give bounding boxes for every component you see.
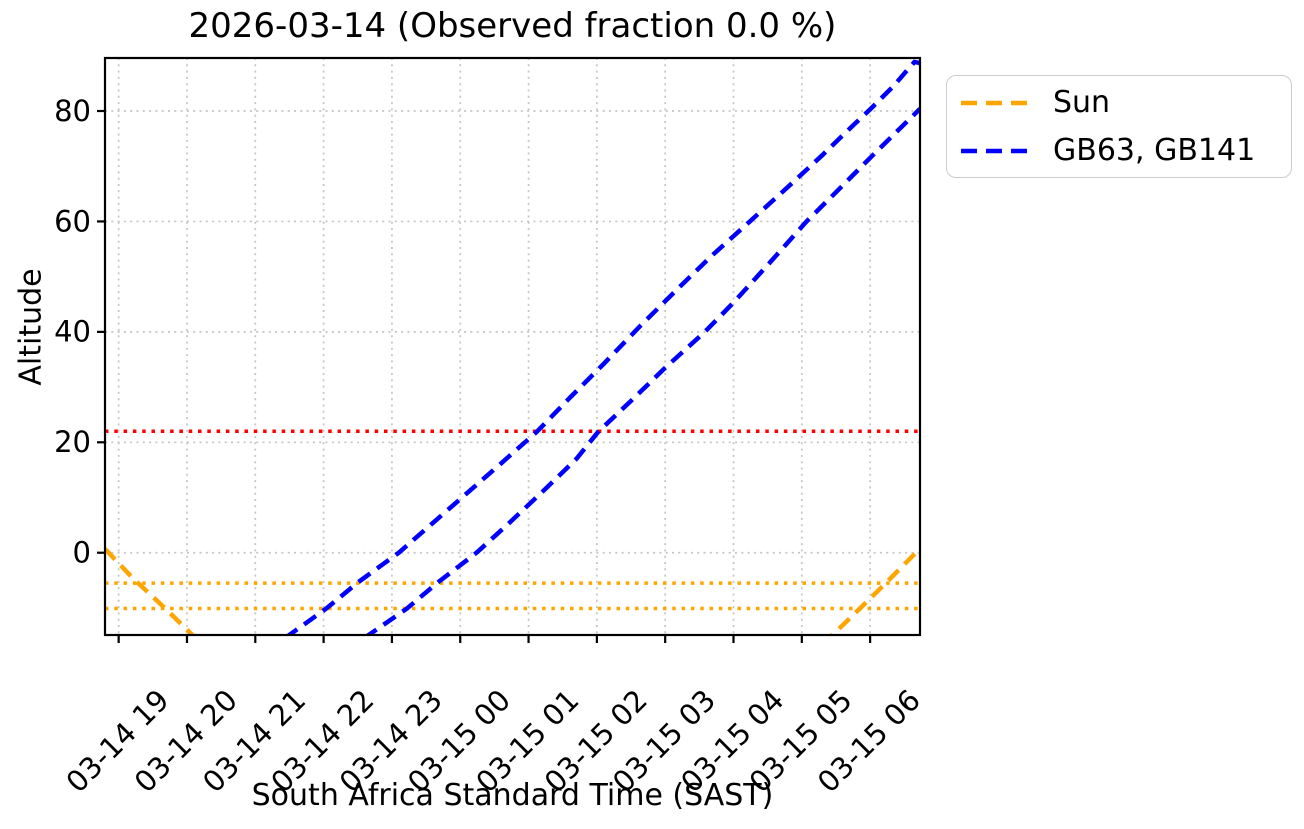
y-tick-label: 0 (73, 536, 91, 570)
legend-entry-sun: Sun (959, 84, 1281, 120)
y-tick-label: 80 (54, 94, 91, 128)
legend-label-targets: GB63, GB141 (1053, 132, 1256, 168)
series-line-sun (829, 547, 920, 635)
legend: Sun GB63, GB141 (946, 75, 1292, 178)
y-tick-label: 40 (54, 315, 91, 349)
y-tick-label: 60 (54, 204, 91, 238)
series-layer (105, 59, 920, 635)
y-axis-label: Altitude (13, 268, 49, 386)
y-tick-label: 20 (54, 425, 91, 459)
legend-label-sun: Sun (1053, 84, 1111, 120)
chart-title: 2026-03-14 (Observed fraction 0.0 %) (188, 6, 837, 46)
x-axis-label: South Africa Standard Time (SAST) (251, 778, 774, 813)
legend-entry-targets: GB63, GB141 (959, 132, 1281, 168)
series-line-targets (285, 59, 920, 635)
targets-line-sample (961, 148, 1027, 153)
axes-frame (103, 56, 922, 637)
grid-layer (105, 58, 920, 635)
sun-line-sample (961, 100, 1027, 105)
series-line-targets (364, 107, 920, 635)
reference-lines-layer (105, 429, 920, 611)
